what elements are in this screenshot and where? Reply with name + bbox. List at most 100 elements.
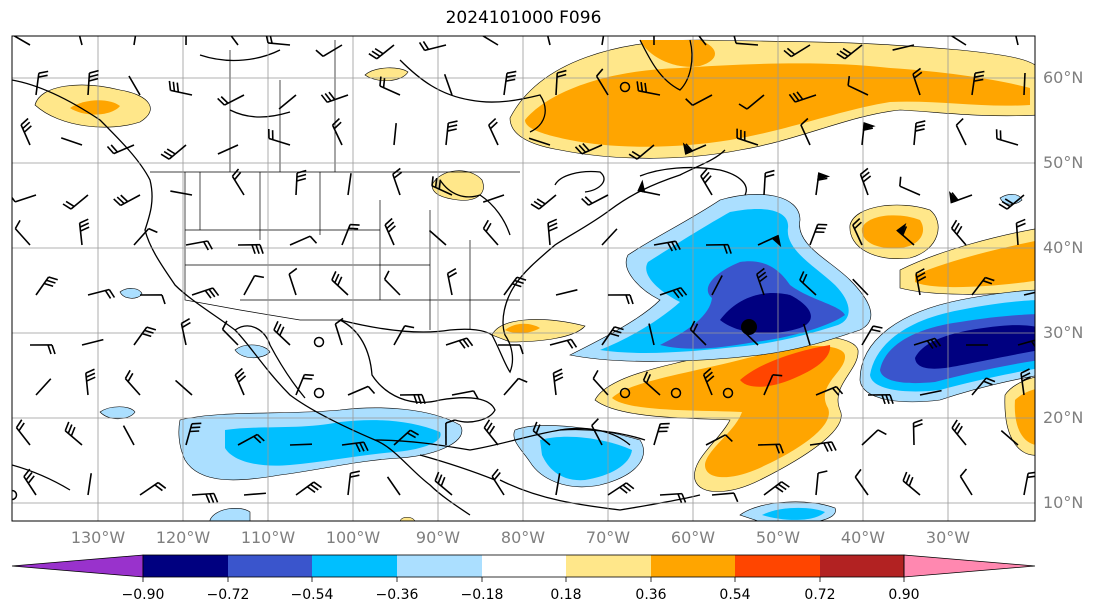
wind-barb bbox=[334, 317, 344, 346]
wind-barb bbox=[491, 468, 505, 496]
wind-barb bbox=[549, 338, 578, 349]
lat-label: 10°N bbox=[1043, 493, 1084, 512]
wind-barb bbox=[653, 422, 670, 446]
wind-barb bbox=[852, 217, 863, 246]
wind-barb bbox=[595, 68, 609, 96]
wind-barb bbox=[443, 73, 453, 96]
wind-barb bbox=[273, 320, 291, 346]
lon-label: 120°W bbox=[155, 528, 211, 547]
wind-barb bbox=[1017, 338, 1035, 350]
wind-barb bbox=[689, 320, 707, 346]
wind-barb bbox=[139, 294, 166, 305]
lon-label: 40°W bbox=[840, 528, 886, 547]
wind-barb bbox=[393, 325, 415, 346]
wind-barb bbox=[653, 240, 681, 252]
wind-barb bbox=[133, 326, 157, 346]
wind-barb bbox=[555, 69, 567, 96]
wind-barb bbox=[601, 228, 618, 246]
lon-label: 60°W bbox=[670, 528, 716, 547]
wind-barb bbox=[815, 470, 828, 496]
colorbar-extend-low bbox=[11, 554, 144, 578]
wind-barb bbox=[913, 337, 942, 349]
wind-barb bbox=[174, 379, 193, 396]
lon-label: 90°W bbox=[415, 528, 461, 547]
wind-barb bbox=[912, 419, 923, 446]
wind-barb bbox=[1023, 72, 1026, 96]
wind-barb bbox=[78, 218, 90, 246]
wind-barb bbox=[912, 67, 923, 96]
wind-barb bbox=[384, 217, 396, 246]
wind-barb bbox=[648, 323, 655, 346]
wind-barb bbox=[168, 80, 193, 96]
wind-barb bbox=[659, 286, 688, 299]
colorbar-bin bbox=[228, 555, 312, 577]
wind-barb bbox=[607, 294, 634, 305]
wind-barb bbox=[892, 44, 915, 51]
wind-barb bbox=[75, 36, 83, 46]
circle-marker bbox=[619, 387, 631, 399]
wind-barb bbox=[295, 169, 307, 196]
lat-label: 50°N bbox=[1043, 153, 1084, 172]
wind-barb bbox=[368, 44, 395, 60]
colorbar-tick-label: 0.36 bbox=[635, 587, 667, 603]
wind-barb bbox=[682, 142, 707, 155]
wind-barb bbox=[685, 94, 713, 107]
lon-label: 100°W bbox=[325, 528, 381, 547]
wind-barb bbox=[482, 194, 505, 203]
wind-barb bbox=[295, 373, 314, 396]
wind-barb bbox=[445, 120, 458, 146]
map-title: 2024101000 F096 bbox=[445, 8, 602, 28]
lon-label: 50°W bbox=[755, 528, 801, 547]
circle-marker bbox=[313, 387, 325, 399]
wind-barb bbox=[347, 470, 360, 496]
wind-barb bbox=[959, 468, 973, 496]
wind-barb bbox=[836, 44, 863, 60]
wind-barb bbox=[788, 91, 817, 103]
wind-barb bbox=[859, 167, 872, 196]
wind-barb bbox=[418, 40, 447, 52]
wind-barb bbox=[861, 429, 887, 446]
colorbar-border bbox=[142, 554, 905, 578]
wind-barb bbox=[185, 422, 202, 446]
wind-barb bbox=[809, 223, 828, 246]
storm-center-marker bbox=[741, 319, 757, 335]
wind-barb bbox=[946, 36, 967, 46]
colorbar-bin bbox=[820, 555, 904, 577]
colorbar-extend-high bbox=[903, 554, 1036, 578]
wind-barb bbox=[180, 317, 191, 346]
wind-barb bbox=[483, 419, 499, 446]
wind-barb bbox=[601, 36, 607, 46]
wind-barb bbox=[386, 476, 401, 496]
wind-barb bbox=[528, 137, 551, 146]
wind-barb bbox=[478, 36, 499, 46]
map-border bbox=[11, 35, 1036, 522]
wind-barb bbox=[231, 168, 245, 196]
wind-barb bbox=[607, 482, 635, 496]
wind-barb bbox=[815, 385, 844, 396]
colorbar bbox=[11, 554, 1036, 582]
wind-barb bbox=[532, 421, 551, 446]
colorbar-bin bbox=[482, 555, 566, 577]
wind-barb bbox=[711, 492, 739, 503]
wind-barb bbox=[106, 144, 135, 155]
lat-label: 40°N bbox=[1043, 238, 1084, 257]
wind-barb bbox=[601, 326, 624, 346]
wind-barb bbox=[392, 167, 403, 196]
colorbar-bin bbox=[312, 555, 397, 577]
wind-barb bbox=[503, 276, 527, 296]
wind-barb bbox=[757, 234, 782, 248]
circle-marker bbox=[12, 489, 18, 501]
wind-barb bbox=[995, 129, 1019, 146]
wind-barb bbox=[191, 492, 219, 504]
wind-barb bbox=[393, 123, 397, 146]
lon-label: 70°W bbox=[585, 528, 631, 547]
wind-barb bbox=[530, 194, 557, 210]
wind-barbs bbox=[12, 36, 1035, 504]
wind-barb bbox=[642, 371, 661, 396]
circle-marker bbox=[670, 387, 682, 399]
wind-barb bbox=[383, 270, 401, 296]
wind-barb bbox=[809, 441, 837, 452]
colorbar-tick-label: −0.36 bbox=[375, 587, 419, 603]
wind-barb bbox=[950, 219, 967, 246]
